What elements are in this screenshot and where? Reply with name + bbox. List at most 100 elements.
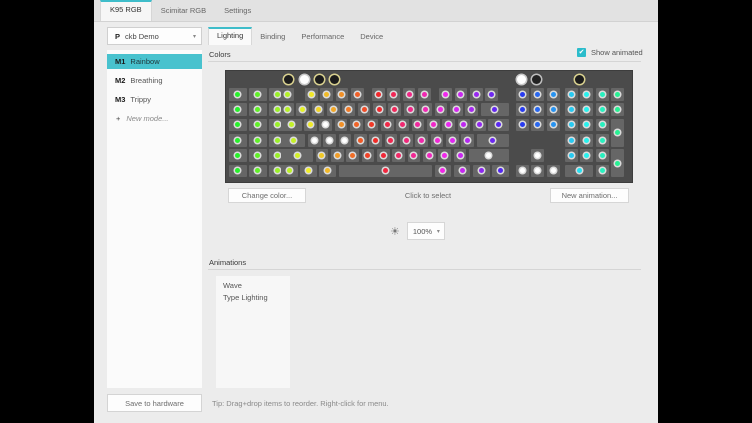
save-to-hardware-button[interactable]: Save to hardware	[107, 394, 202, 412]
animation-item-wave[interactable]: Wave	[223, 281, 242, 290]
key-comma[interactable]	[423, 149, 436, 162]
key-3[interactable]	[327, 103, 340, 117]
key-f10[interactable]	[454, 88, 468, 101]
key-f[interactable]	[353, 133, 367, 147]
key-x[interactable]	[330, 149, 344, 162]
key-enter[interactable]	[476, 133, 509, 147]
winlock-button[interactable]	[532, 75, 541, 84]
key-b[interactable]	[376, 149, 390, 162]
key-home[interactable]	[531, 103, 545, 117]
key-c[interactable]	[346, 149, 359, 162]
key-g5[interactable]	[249, 103, 267, 117]
key-2[interactable]	[311, 103, 325, 117]
key-npminus[interactable]	[611, 103, 625, 117]
key-g11[interactable]	[249, 133, 267, 147]
key-5[interactable]	[357, 103, 371, 117]
key-backspace[interactable]	[480, 103, 509, 117]
key-np1[interactable]	[565, 149, 578, 162]
key-esc[interactable]	[281, 88, 294, 101]
mode-item-rainbow[interactable]: M1 Rainbow	[107, 54, 202, 69]
key-caps[interactable]	[281, 133, 306, 147]
tab-lighting[interactable]: Lighting	[208, 27, 253, 45]
tab-settings[interactable]: Settings	[224, 6, 252, 15]
key-fn[interactable]	[472, 164, 490, 178]
tab-performance[interactable]: Performance	[301, 32, 345, 41]
key-g7[interactable]	[229, 118, 247, 132]
key-equal[interactable]	[465, 103, 478, 117]
key-slash[interactable]	[453, 149, 467, 162]
key-pgup[interactable]	[546, 103, 560, 117]
tab-k95-rgb[interactable]: K95 RGB	[100, 0, 152, 21]
brightness-button[interactable]	[517, 75, 526, 84]
key-r[interactable]	[350, 118, 363, 132]
key-play[interactable]	[595, 88, 609, 101]
m3-button[interactable]	[330, 75, 339, 84]
key-f5[interactable]	[372, 88, 385, 101]
key-1[interactable]	[296, 103, 310, 117]
key-o[interactable]	[426, 118, 440, 132]
key-menu[interactable]	[453, 164, 471, 178]
key-lshift[interactable]	[281, 149, 313, 162]
key-up[interactable]	[531, 149, 545, 162]
key-p[interactable]	[442, 118, 455, 132]
key-np2[interactable]	[580, 149, 594, 162]
animation-item-type-lighting[interactable]: Type Lighting	[223, 293, 268, 302]
key-t[interactable]	[365, 118, 379, 132]
change-color-button[interactable]: Change color...	[228, 188, 306, 203]
key-k[interactable]	[415, 133, 429, 147]
key-prtscn[interactable]	[516, 88, 529, 101]
key-rctrl[interactable]	[492, 164, 509, 178]
key-9[interactable]	[419, 103, 432, 117]
key-f2[interactable]	[320, 88, 333, 101]
mode-item-breathing[interactable]: M2 Breathing	[107, 73, 202, 88]
key-f7[interactable]	[402, 88, 416, 101]
key-g8[interactable]	[249, 118, 267, 132]
key-np6[interactable]	[595, 133, 609, 147]
key-lbracket[interactable]	[457, 118, 471, 132]
key-g16[interactable]	[229, 164, 247, 178]
key-w[interactable]	[319, 118, 333, 132]
key-m[interactable]	[407, 149, 421, 162]
key-space[interactable]	[338, 164, 432, 178]
mode-item-trippy[interactable]: M3 Trippy	[107, 92, 202, 107]
key-pgdn[interactable]	[546, 118, 560, 132]
key-j[interactable]	[400, 133, 413, 147]
key-f12[interactable]	[485, 88, 499, 101]
key-grave[interactable]	[281, 103, 294, 117]
key-y[interactable]	[380, 118, 394, 132]
key-g13[interactable]	[229, 149, 247, 162]
key-g4[interactable]	[229, 103, 247, 117]
key-6[interactable]	[373, 103, 386, 117]
key-np8[interactable]	[580, 118, 594, 132]
key-np4[interactable]	[565, 133, 578, 147]
show-animated-checkbox[interactable]: ✔	[577, 48, 586, 57]
key-h[interactable]	[384, 133, 398, 147]
key-period[interactable]	[438, 149, 452, 162]
key-npdiv[interactable]	[580, 103, 594, 117]
key-i[interactable]	[411, 118, 425, 132]
profile-dropdown[interactable]: P ckb Demo ▾	[107, 27, 202, 45]
key-down[interactable]	[531, 164, 545, 178]
key-e[interactable]	[334, 118, 348, 132]
key-left[interactable]	[516, 164, 529, 178]
key-f6[interactable]	[387, 88, 401, 101]
new-mode-button[interactable]: + New mode...	[107, 111, 202, 126]
key-np5[interactable]	[580, 133, 594, 147]
key-4[interactable]	[342, 103, 356, 117]
key-f4[interactable]	[350, 88, 364, 101]
key-a[interactable]	[307, 133, 321, 147]
key-npmul[interactable]	[595, 103, 609, 117]
key-npdot[interactable]	[595, 164, 609, 178]
key-ins[interactable]	[516, 103, 529, 117]
key-del[interactable]	[516, 118, 529, 132]
key-d[interactable]	[338, 133, 352, 147]
key-np3[interactable]	[595, 149, 609, 162]
mute-button[interactable]	[575, 75, 584, 84]
key-l[interactable]	[430, 133, 444, 147]
key-lalt[interactable]	[319, 164, 337, 178]
key-f3[interactable]	[335, 88, 349, 101]
key-right[interactable]	[546, 164, 560, 178]
new-animation-button[interactable]: New animation...	[550, 188, 629, 203]
tab-scimitar-rgb[interactable]: Scimitar RGB	[160, 6, 207, 15]
key-prev[interactable]	[580, 88, 594, 101]
